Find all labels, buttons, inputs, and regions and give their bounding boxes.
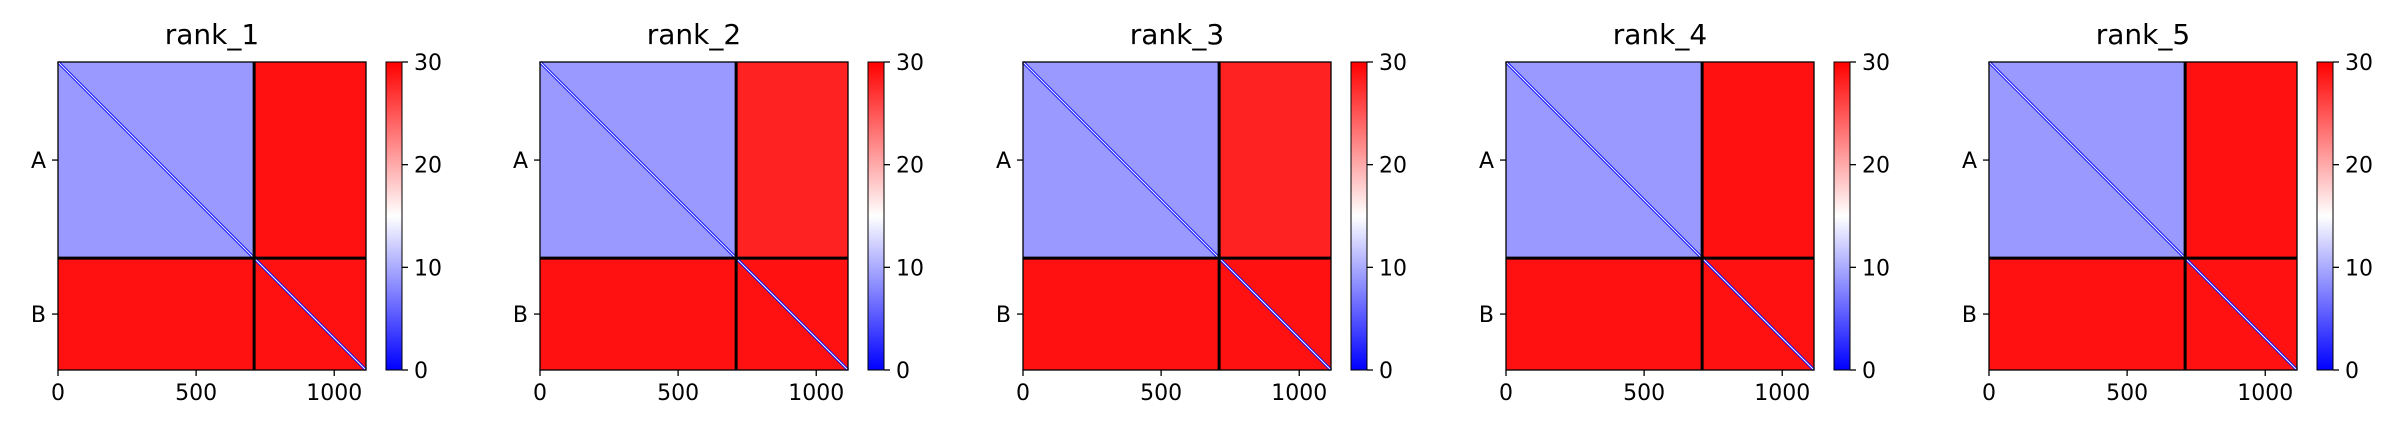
- colorbar-tick-label: 0: [1379, 359, 1393, 384]
- x-tick-label: 500: [2106, 381, 2148, 406]
- x-tick-label: 0: [1016, 381, 1030, 406]
- x-tick-label: 500: [657, 381, 699, 406]
- colorbar-tick-label: 30: [896, 51, 924, 76]
- colorbar-tick-label: 30: [1862, 51, 1890, 76]
- plot-frame: [539, 61, 849, 371]
- colorbar-tick-label: 20: [1379, 154, 1407, 179]
- x-tick-label: 1000: [306, 381, 362, 406]
- pae-block-A-B: [1702, 62, 1814, 259]
- pae-diagonal-core: [539, 61, 849, 371]
- colorbar-tick-label: 0: [2345, 359, 2359, 384]
- colorbar-tick-label: 10: [1379, 256, 1407, 281]
- colorbar-tick-label: 20: [2345, 154, 2373, 179]
- colorbar-tick-label: 20: [414, 154, 442, 179]
- panel-title: rank_3: [1130, 18, 1224, 51]
- x-tick-label: 500: [175, 381, 217, 406]
- chain-label-A: A: [513, 149, 528, 174]
- panel-rank-4: rank_4 0 500 1000 A B 0 10 20 30: [1479, 18, 1890, 406]
- colorbar-tick-label: 0: [414, 359, 428, 384]
- panel-rank-2: rank_2 0 500 1000 A B 0 10 20 30: [513, 18, 924, 406]
- x-tick-label: 0: [533, 381, 547, 406]
- colorbar-tick-label: 30: [2345, 51, 2373, 76]
- pae-block-B-A: [1989, 258, 2186, 370]
- pae-block-A-B: [254, 62, 366, 259]
- x-tick-label: 1000: [788, 381, 844, 406]
- x-tick-label: 0: [1499, 381, 1513, 406]
- chain-label-A: A: [1962, 149, 1977, 174]
- x-tick-label: 500: [1623, 381, 1665, 406]
- x-tick-label: 1000: [1271, 381, 1327, 406]
- panel-title: rank_5: [2096, 18, 2190, 51]
- chain-label-A: A: [996, 149, 1011, 174]
- colorbar-tick-label: 10: [1862, 256, 1890, 281]
- chain-label-B: B: [513, 303, 528, 328]
- panel-title: rank_2: [647, 18, 741, 51]
- pae-diagonal-core: [1988, 61, 2298, 371]
- colorbar-tick-label: 30: [414, 51, 442, 76]
- colorbar: [2316, 61, 2334, 371]
- x-tick-label: 1000: [2237, 381, 2293, 406]
- chain-label-A: A: [1479, 149, 1494, 174]
- chain-label-B: B: [996, 303, 1011, 328]
- pae-block-A-B: [1219, 62, 1331, 259]
- pae-diagonal-core: [1505, 61, 1815, 371]
- chain-label-B: B: [31, 303, 46, 328]
- pae-diagonal-core: [57, 61, 367, 371]
- chain-label-B: B: [1479, 303, 1494, 328]
- colorbar-tick-label: 20: [1862, 154, 1890, 179]
- colorbar-tick-label: 20: [896, 154, 924, 179]
- chain-label-A: A: [31, 149, 46, 174]
- pae-block-B-A: [58, 258, 255, 370]
- panel-rank-3: rank_3 0 500 1000 A B 0 10 20 30: [996, 18, 1407, 406]
- colorbar-tick-label: 10: [896, 256, 924, 281]
- panel-rank-5: rank_5 0 500 1000 A B 0 10 20 30: [1962, 18, 2373, 406]
- x-tick-label: 0: [1982, 381, 1996, 406]
- pae-block-A-B: [736, 62, 848, 259]
- x-tick-label: 1000: [1754, 381, 1810, 406]
- x-tick-label: 500: [1140, 381, 1182, 406]
- colorbar-tick-label: 0: [896, 359, 910, 384]
- panel-title: rank_4: [1613, 18, 1707, 51]
- plot-frame: [1022, 61, 1332, 371]
- pae-block-A-B: [2185, 62, 2297, 259]
- x-tick-label: 0: [51, 381, 65, 406]
- panel-rank-1: rank_1 0 500 1000 A B 0 10 20 30: [31, 18, 442, 406]
- plot-frame: [1505, 61, 1815, 371]
- colorbar: [1350, 61, 1368, 371]
- plot-frame: [1988, 61, 2298, 371]
- pae-block-B-A: [1506, 258, 1703, 370]
- colorbar-tick-label: 10: [414, 256, 442, 281]
- colorbar: [385, 61, 403, 371]
- pae-block-B-A: [1023, 258, 1220, 370]
- panel-title: rank_1: [165, 18, 259, 51]
- pae-block-B-A: [540, 258, 737, 370]
- pae-diagonal-core: [1022, 61, 1332, 371]
- colorbar: [1833, 61, 1851, 371]
- colorbar-tick-label: 0: [1862, 359, 1876, 384]
- chain-label-B: B: [1962, 303, 1977, 328]
- colorbar-tick-label: 30: [1379, 51, 1407, 76]
- colorbar-tick-label: 10: [2345, 256, 2373, 281]
- plot-frame: [57, 61, 367, 371]
- colorbar: [867, 61, 885, 371]
